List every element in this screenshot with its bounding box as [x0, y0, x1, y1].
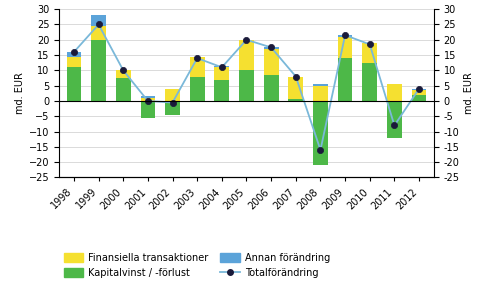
Bar — [264, 75, 279, 101]
Bar — [165, 89, 180, 101]
Bar — [288, 76, 303, 99]
Bar — [313, 84, 328, 86]
Bar — [412, 89, 426, 90]
Bar — [141, 96, 155, 98]
Bar — [190, 76, 205, 101]
Bar — [338, 35, 352, 37]
Bar — [239, 70, 254, 101]
Legend: Finansiella transaktioner, Kapitalvinst / -förlust, Annan förändring, Totalförän: Finansiella transaktioner, Kapitalvinst … — [64, 253, 330, 278]
Bar — [362, 43, 377, 63]
Bar — [264, 49, 279, 75]
Bar — [214, 66, 229, 67]
Bar — [288, 99, 303, 101]
Bar — [387, 101, 402, 138]
Bar — [338, 37, 352, 58]
Bar — [67, 57, 81, 67]
Bar — [362, 63, 377, 101]
Bar — [313, 86, 328, 101]
Bar — [91, 15, 106, 26]
Bar — [412, 95, 426, 101]
Bar — [116, 78, 131, 101]
Bar — [313, 101, 328, 165]
Bar — [67, 52, 81, 57]
Bar — [165, 101, 180, 115]
Y-axis label: md. EUR: md. EUR — [464, 73, 474, 114]
Bar — [387, 84, 402, 101]
Bar — [91, 40, 106, 101]
Bar — [239, 40, 254, 70]
Bar — [190, 57, 205, 76]
Bar — [214, 67, 229, 80]
Bar — [412, 90, 426, 95]
Bar — [116, 70, 131, 78]
Bar — [338, 58, 352, 101]
Bar — [141, 101, 155, 118]
Y-axis label: md. EUR: md. EUR — [15, 73, 25, 114]
Bar — [214, 80, 229, 101]
Bar — [141, 98, 155, 101]
Bar — [264, 47, 279, 49]
Bar — [67, 67, 81, 101]
Bar — [91, 26, 106, 40]
